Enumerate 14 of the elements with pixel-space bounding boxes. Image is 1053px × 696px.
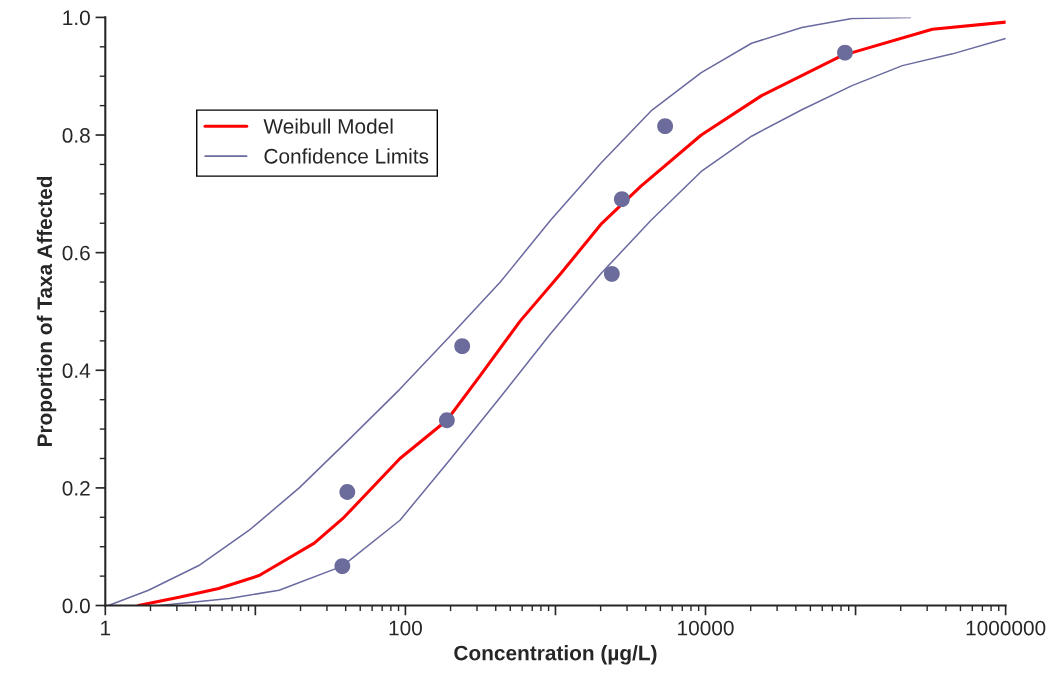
y-tick-label: 0.0 [62, 598, 90, 614]
y-tick-label: 0.4 [62, 363, 91, 379]
y-tick-label: 1.0 [63, 10, 90, 26]
x-axis-title: Concentration (µg/L) [454, 645, 657, 665]
y-axis-title: Proportion of Taxa Affected [36, 176, 57, 447]
y-tick-label: 0.2 [62, 480, 90, 496]
y-tick-label: 0.6 [62, 245, 90, 261]
y-tick-label: 0.8 [62, 128, 90, 143]
legend-label: Weibull Model [263, 118, 393, 134]
x-tick-label: 10000 [678, 620, 734, 636]
x-tick-label: 1000000 [966, 620, 1046, 636]
x-tick-label: 100 [389, 620, 422, 636]
x-tick-label: 1 [101, 620, 111, 636]
legend-label: Confidence Limits [264, 148, 429, 164]
